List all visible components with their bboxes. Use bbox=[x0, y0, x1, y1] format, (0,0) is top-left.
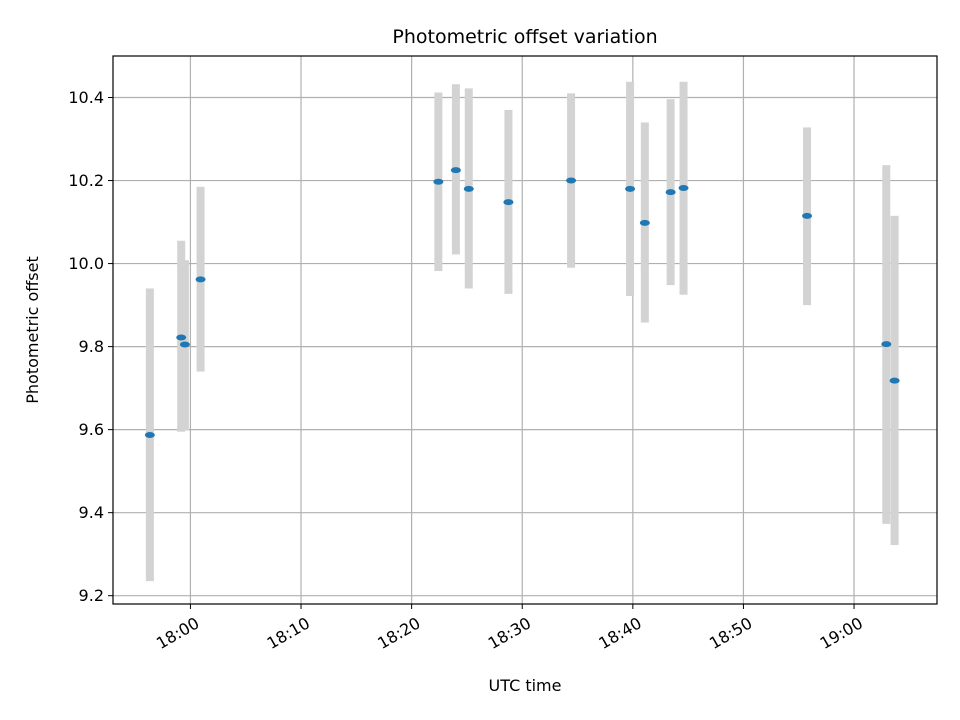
data-point bbox=[625, 185, 636, 192]
x-tick-label: 18:40 bbox=[595, 613, 644, 653]
data-point bbox=[639, 219, 650, 226]
data-point bbox=[678, 185, 689, 192]
y-axis-ticks: 9.2 9.4 9.6 9.8 10.0 10.2 10.4 bbox=[68, 88, 113, 605]
y-tick-label: 9.6 bbox=[79, 420, 104, 439]
x-axis-label: UTC time bbox=[489, 676, 562, 695]
x-tick-label: 18:50 bbox=[706, 613, 755, 653]
data-point bbox=[176, 334, 187, 341]
chart-title: Photometric offset variation bbox=[392, 26, 657, 48]
data-point bbox=[802, 212, 813, 219]
x-tick-label: 19:00 bbox=[817, 613, 866, 653]
y-tick-label: 10.2 bbox=[68, 171, 104, 190]
plot-frame bbox=[112, 55, 938, 605]
y-axis-label: Photometric offset bbox=[23, 256, 42, 404]
x-tick-label: 18:30 bbox=[485, 613, 534, 653]
data-point bbox=[566, 177, 577, 184]
x-tick-label: 18:00 bbox=[153, 613, 202, 653]
data-point bbox=[503, 199, 514, 206]
y-tick-label: 9.2 bbox=[79, 586, 104, 605]
y-tick-label: 9.8 bbox=[79, 337, 104, 356]
grid bbox=[113, 56, 937, 604]
x-axis-ticks: 18:00 18:10 18:20 18:30 18:40 18:50 19:00 bbox=[153, 604, 866, 653]
data-points bbox=[144, 167, 900, 439]
x-tick-label: 18:10 bbox=[264, 613, 313, 653]
y-tick-label: 9.4 bbox=[79, 503, 104, 522]
data-point bbox=[433, 178, 444, 185]
data-point bbox=[881, 341, 892, 348]
x-tick-label: 18:20 bbox=[374, 613, 423, 653]
data-point bbox=[450, 167, 461, 174]
data-point bbox=[195, 276, 206, 283]
data-point bbox=[179, 341, 190, 348]
data-point bbox=[665, 189, 676, 196]
data-point bbox=[889, 377, 900, 384]
data-point bbox=[463, 185, 474, 192]
y-tick-label: 10.4 bbox=[68, 88, 104, 107]
data-point bbox=[144, 432, 155, 439]
y-tick-label: 10.0 bbox=[68, 254, 104, 273]
